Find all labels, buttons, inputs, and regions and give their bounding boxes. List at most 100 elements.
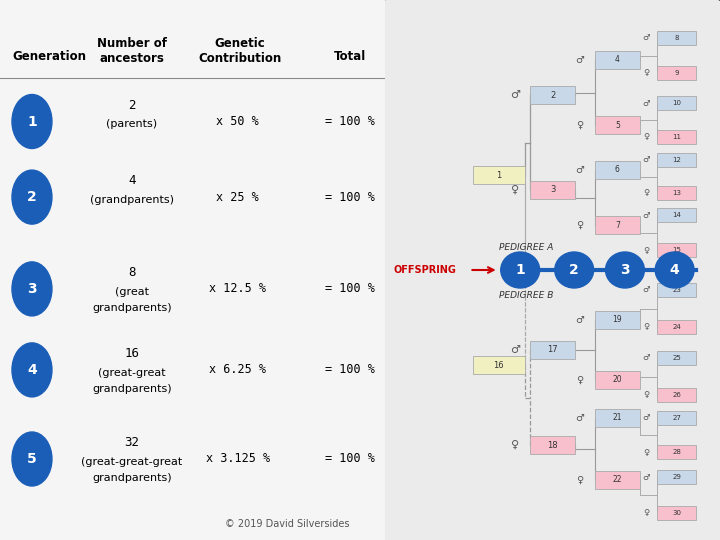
Text: 2: 2 bbox=[550, 91, 555, 99]
Circle shape bbox=[12, 343, 52, 397]
Text: ♀: ♀ bbox=[644, 188, 649, 198]
Text: 3: 3 bbox=[550, 186, 555, 194]
Text: (great-great-great: (great-great-great bbox=[81, 457, 182, 467]
Text: Generation: Generation bbox=[12, 50, 86, 63]
Bar bbox=[657, 388, 696, 402]
Bar bbox=[657, 445, 696, 459]
Text: ♂: ♂ bbox=[575, 55, 584, 65]
Bar bbox=[657, 31, 696, 45]
Text: (grandparents): (grandparents) bbox=[90, 195, 174, 205]
Bar bbox=[595, 471, 640, 489]
Text: 25: 25 bbox=[672, 355, 681, 361]
Text: 6: 6 bbox=[615, 165, 620, 174]
Text: ♂: ♂ bbox=[643, 414, 650, 422]
Text: 1: 1 bbox=[496, 171, 501, 179]
Text: 30: 30 bbox=[672, 510, 681, 516]
Text: ♂: ♂ bbox=[643, 354, 650, 362]
Text: ♀: ♀ bbox=[576, 120, 583, 130]
Bar bbox=[657, 320, 696, 334]
Bar bbox=[657, 208, 696, 222]
Text: 19: 19 bbox=[613, 315, 622, 325]
Text: ♂: ♂ bbox=[643, 472, 650, 482]
Text: x 50 %: x 50 % bbox=[217, 115, 259, 128]
Text: x 6.25 %: x 6.25 % bbox=[210, 363, 266, 376]
Text: 1: 1 bbox=[516, 263, 525, 277]
Text: x 3.125 %: x 3.125 % bbox=[206, 453, 270, 465]
Text: ♂: ♂ bbox=[510, 90, 520, 100]
Text: 4: 4 bbox=[27, 363, 37, 377]
Text: 27: 27 bbox=[672, 415, 681, 421]
Circle shape bbox=[606, 252, 644, 288]
Text: 11: 11 bbox=[672, 134, 681, 140]
Text: ♀: ♀ bbox=[644, 246, 649, 254]
Text: ♀: ♀ bbox=[576, 375, 583, 385]
Text: ♂: ♂ bbox=[575, 315, 584, 325]
Text: ♀: ♀ bbox=[644, 509, 649, 517]
Text: 22: 22 bbox=[613, 476, 622, 484]
Text: ♂: ♂ bbox=[643, 98, 650, 107]
Text: 8: 8 bbox=[128, 266, 135, 279]
Text: ♀: ♀ bbox=[576, 475, 583, 485]
Bar bbox=[473, 166, 525, 184]
Bar bbox=[657, 283, 696, 297]
Text: 10: 10 bbox=[672, 100, 681, 106]
Text: 14: 14 bbox=[672, 212, 681, 218]
Text: ♀: ♀ bbox=[644, 132, 649, 141]
Text: grandparents): grandparents) bbox=[92, 384, 171, 394]
Bar bbox=[530, 86, 575, 104]
Text: © 2019 David Silversides: © 2019 David Silversides bbox=[225, 519, 350, 529]
Text: = 100 %: = 100 % bbox=[325, 282, 374, 295]
FancyBboxPatch shape bbox=[381, 0, 720, 540]
Text: 9: 9 bbox=[675, 70, 679, 76]
Bar bbox=[595, 311, 640, 329]
Text: 4: 4 bbox=[615, 56, 620, 64]
Text: ♀: ♀ bbox=[644, 390, 649, 400]
Bar bbox=[595, 116, 640, 134]
Text: Number of
ancestors: Number of ancestors bbox=[97, 37, 167, 65]
Circle shape bbox=[12, 94, 52, 149]
Bar bbox=[530, 181, 575, 199]
Text: 18: 18 bbox=[547, 441, 558, 449]
Circle shape bbox=[554, 252, 594, 288]
Bar bbox=[657, 411, 696, 425]
Text: ♀: ♀ bbox=[510, 440, 519, 450]
Text: Genetic
Contribution: Genetic Contribution bbox=[198, 37, 282, 65]
Bar bbox=[657, 470, 696, 484]
Text: = 100 %: = 100 % bbox=[325, 453, 374, 465]
Text: 4: 4 bbox=[128, 174, 135, 187]
Text: 4: 4 bbox=[670, 263, 680, 277]
Bar bbox=[657, 506, 696, 520]
Bar bbox=[595, 371, 640, 389]
Text: 21: 21 bbox=[613, 414, 622, 422]
Bar bbox=[595, 409, 640, 427]
Text: x 12.5 %: x 12.5 % bbox=[210, 282, 266, 295]
Text: 26: 26 bbox=[672, 392, 681, 398]
Text: ♀: ♀ bbox=[644, 69, 649, 78]
Bar bbox=[657, 130, 696, 144]
Bar bbox=[530, 436, 575, 454]
Text: 13: 13 bbox=[672, 190, 681, 196]
Text: ♀: ♀ bbox=[644, 448, 649, 456]
Text: 20: 20 bbox=[613, 375, 622, 384]
Text: 28: 28 bbox=[672, 449, 681, 455]
Text: 16: 16 bbox=[125, 347, 140, 360]
Text: (great: (great bbox=[115, 287, 149, 296]
Text: ♂: ♂ bbox=[643, 286, 650, 294]
Bar bbox=[657, 243, 696, 257]
Bar bbox=[530, 341, 575, 359]
Text: grandparents): grandparents) bbox=[92, 473, 171, 483]
Text: grandparents): grandparents) bbox=[92, 303, 171, 313]
Text: ♂: ♂ bbox=[510, 345, 520, 355]
Text: 16: 16 bbox=[493, 361, 504, 369]
Text: 3: 3 bbox=[620, 263, 630, 277]
Text: x 25 %: x 25 % bbox=[217, 191, 259, 204]
Circle shape bbox=[12, 262, 52, 316]
Bar bbox=[473, 356, 525, 374]
Text: PEDIGREE A: PEDIGREE A bbox=[498, 244, 553, 253]
Text: (great-great: (great-great bbox=[98, 368, 166, 377]
Text: 1: 1 bbox=[27, 114, 37, 129]
Text: 2: 2 bbox=[27, 190, 37, 204]
Text: 7: 7 bbox=[615, 220, 620, 230]
Text: 2: 2 bbox=[128, 99, 135, 112]
Text: 23: 23 bbox=[672, 287, 681, 293]
